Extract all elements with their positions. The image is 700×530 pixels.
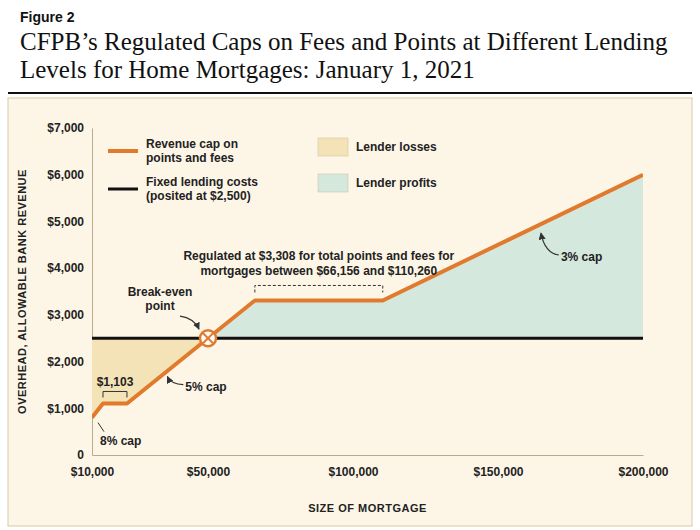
figure-label: Figure 2	[20, 9, 75, 25]
y-tick-label: $5,000	[47, 215, 84, 229]
break-even-cross	[203, 333, 213, 343]
y-tick-label: $4,000	[47, 261, 84, 275]
text-line: Levels for Home Mortgages: January 1, 20…	[20, 56, 475, 83]
y-tick: $3,000	[47, 308, 92, 322]
text-line: mortgages between $66,156 and $110,260	[200, 264, 437, 278]
legend-swatch	[318, 174, 348, 192]
y-tick-label: $3,000	[47, 308, 84, 322]
text-line: point	[145, 299, 174, 313]
x-tick: $100,000	[328, 455, 378, 479]
y-tick: $2,000	[47, 355, 92, 369]
revenue-cap-line	[92, 175, 643, 418]
text-line: Revenue cap on	[146, 137, 238, 151]
cap-5-label: 5% cap	[185, 380, 226, 394]
legend-label: Revenue cap onpoints and fees	[146, 137, 238, 165]
break-even-marker	[200, 330, 216, 346]
text-line: points and fees	[146, 151, 234, 165]
plateau-low-label: $1,103	[97, 375, 134, 389]
x-tick-label: $100,000	[328, 465, 378, 479]
cap-3-label: 3% cap	[561, 250, 602, 264]
cap-8-leader	[98, 423, 104, 432]
plot-area	[92, 175, 643, 418]
annotations: 8% cap $1,103 5% cap Break-evenpoint Regulat…	[97, 233, 603, 448]
x-tick: $200,000	[618, 455, 668, 479]
legend: Revenue cap onpoints and fees Fixed lendi…	[108, 137, 437, 203]
title: CFPB’s Regulated Caps on Fees and Points…	[20, 28, 668, 83]
title-rule	[8, 92, 692, 94]
y-tick: $6,000	[47, 168, 92, 182]
y-axis: 0 $1,000 $2,000 $3,000 $4,000 $5,000 $6,000 $7,…	[47, 121, 92, 462]
panel	[8, 98, 692, 526]
x-axis-line	[93, 455, 644, 456]
chart-svg: Figure 2 CFPB’s Regulated Caps on Fees an…	[0, 0, 700, 530]
y-tick: $4,000	[47, 261, 92, 275]
text-line: CFPB’s Regulated Caps on Fees and Points…	[20, 28, 668, 55]
x-tick-label: $10,000	[71, 465, 115, 479]
cap-3-arrow	[541, 233, 559, 255]
x-tick: $150,000	[473, 455, 523, 479]
text-line: Regulated at $3,308 for total points and…	[183, 249, 454, 263]
y-tick-label: $7,000	[47, 121, 84, 135]
y-axis-title: OVERHEAD, ALLOWABLE BANK REVENUE	[16, 169, 28, 414]
y-tick: 0	[77, 448, 92, 462]
x-tick-label: $200,000	[618, 465, 668, 479]
x-tick: $10,000	[71, 455, 115, 479]
x-tick: $50,000	[187, 455, 231, 479]
y-tick-label: $6,000	[47, 168, 84, 182]
text-line: Fixed lending costs	[146, 175, 258, 189]
x-tick-label: $150,000	[473, 465, 523, 479]
y-tick: $5,000	[47, 215, 92, 229]
plateau-high-label: Regulated at $3,308 for total points and…	[183, 249, 454, 278]
y-tick: $7,000	[47, 121, 92, 135]
x-axis-title: SIZE OF MORTGAGE	[308, 502, 427, 514]
y-tick: $1,000	[47, 402, 92, 416]
text-line: Break-even	[128, 285, 193, 299]
cap-8-label: 8% cap	[100, 434, 141, 448]
text-line: (posited at $2,500)	[146, 189, 251, 203]
fixed-cost-line	[92, 337, 643, 340]
plateau-high-bracket	[255, 285, 383, 292]
profit-area	[208, 175, 643, 418]
break-even-cross	[203, 333, 213, 343]
y-tick-label: $2,000	[47, 355, 84, 369]
plateau-low-bracket	[103, 391, 127, 397]
x-tick-label: $50,000	[187, 465, 231, 479]
legend-label: Lender profits	[356, 176, 437, 190]
y-tick-label: 0	[77, 448, 84, 462]
break-even-label: Break-evenpoint	[128, 285, 193, 313]
y-tick-label: $1,000	[47, 402, 84, 416]
legend-line	[108, 149, 138, 153]
legend-line	[108, 188, 138, 191]
legend-swatch	[318, 138, 348, 156]
legend-label: Fixed lending costs(posited at $2,500)	[146, 175, 258, 203]
x-axis: $10,000 $50,000 $100,000 $150,000 $200,000	[71, 455, 669, 479]
cap-5-arrow	[167, 377, 183, 385]
loss-area	[92, 175, 208, 418]
break-even-arrow	[180, 316, 199, 329]
legend-label: Lender losses	[356, 140, 437, 154]
